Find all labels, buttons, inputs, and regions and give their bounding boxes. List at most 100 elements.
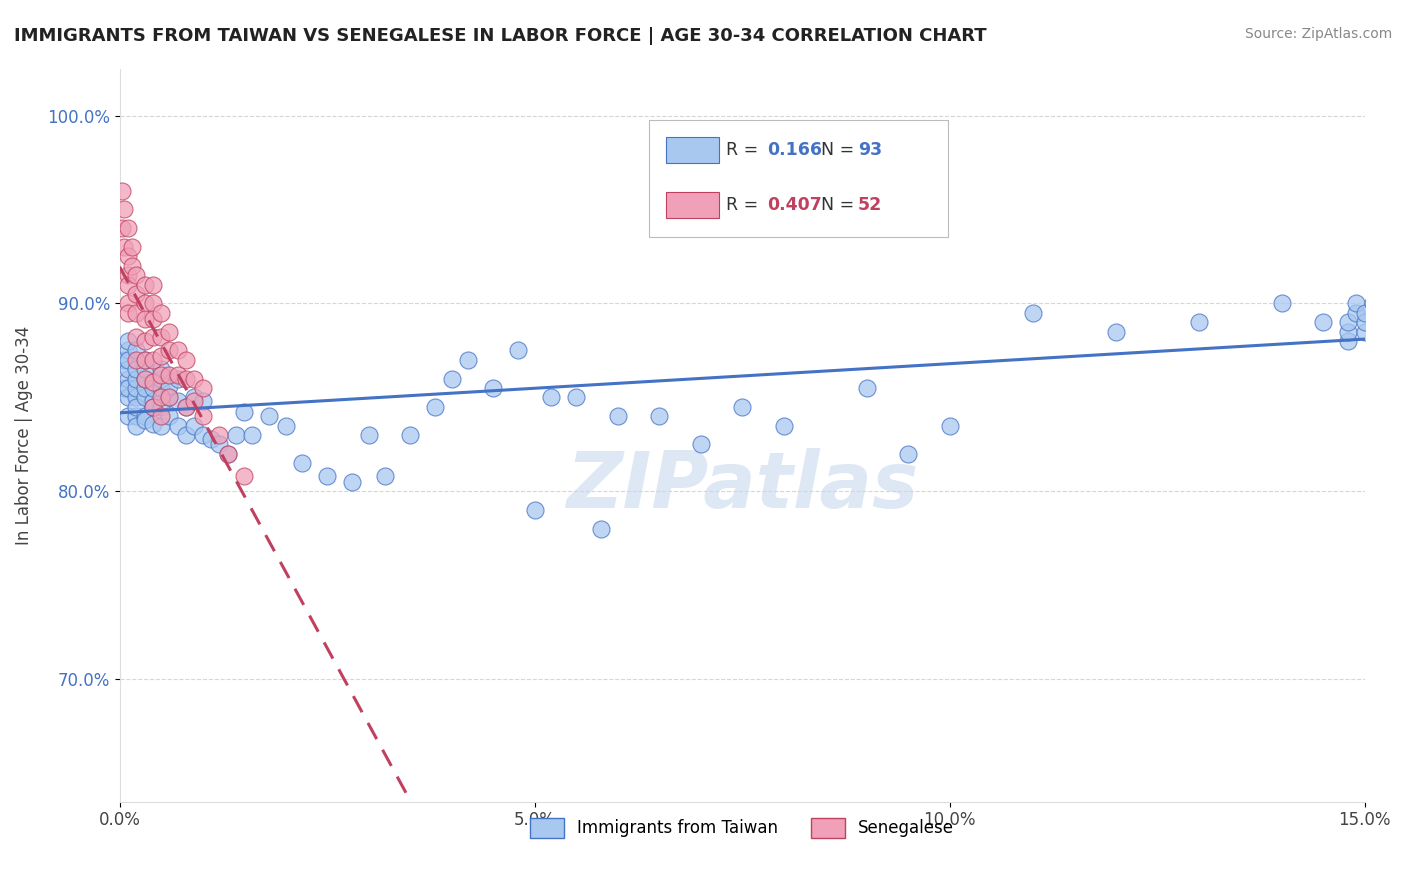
Point bbox=[242, 428, 264, 442]
Point bbox=[225, 428, 247, 442]
Point bbox=[111, 184, 134, 198]
Point bbox=[1022, 306, 1045, 320]
Y-axis label: In Labor Force | Age 30-34: In Labor Force | Age 30-34 bbox=[15, 326, 32, 545]
Point bbox=[134, 296, 156, 310]
Point bbox=[457, 352, 479, 367]
Point bbox=[257, 409, 280, 424]
Point bbox=[166, 418, 188, 433]
Point bbox=[191, 381, 214, 395]
Point bbox=[174, 352, 197, 367]
Point bbox=[374, 469, 396, 483]
Point bbox=[938, 418, 960, 433]
Point bbox=[134, 381, 156, 395]
Point bbox=[648, 409, 671, 424]
Point bbox=[125, 362, 148, 376]
Point bbox=[112, 240, 135, 254]
Point bbox=[117, 372, 139, 386]
Point bbox=[183, 391, 205, 405]
Point bbox=[166, 343, 188, 358]
Point bbox=[174, 400, 197, 414]
Point bbox=[191, 428, 214, 442]
Point bbox=[121, 259, 143, 273]
Point bbox=[174, 428, 197, 442]
Text: 0.166: 0.166 bbox=[768, 141, 823, 159]
Text: R =: R = bbox=[725, 141, 763, 159]
Point bbox=[112, 352, 135, 367]
Point bbox=[217, 447, 239, 461]
Point bbox=[1354, 325, 1376, 339]
Point bbox=[112, 202, 135, 217]
Point bbox=[217, 447, 239, 461]
Point bbox=[117, 277, 139, 292]
Point bbox=[142, 417, 165, 431]
Point bbox=[440, 372, 463, 386]
FancyBboxPatch shape bbox=[666, 192, 718, 218]
Point bbox=[117, 268, 139, 283]
Point bbox=[157, 409, 180, 424]
Point bbox=[134, 409, 156, 424]
Point bbox=[233, 405, 256, 419]
Point bbox=[125, 343, 148, 358]
Point bbox=[166, 368, 188, 382]
Point bbox=[157, 391, 180, 405]
Point bbox=[506, 343, 529, 358]
Point bbox=[589, 522, 612, 536]
Point bbox=[125, 330, 148, 344]
Point bbox=[112, 381, 135, 395]
Point bbox=[117, 306, 139, 320]
Point bbox=[523, 503, 546, 517]
Point bbox=[134, 311, 156, 326]
Point bbox=[1337, 334, 1360, 348]
Point bbox=[183, 394, 205, 409]
Point bbox=[142, 381, 165, 395]
Point bbox=[399, 428, 422, 442]
Point bbox=[274, 418, 297, 433]
Point bbox=[166, 372, 188, 386]
Point bbox=[150, 306, 173, 320]
Text: Source: ZipAtlas.com: Source: ZipAtlas.com bbox=[1244, 27, 1392, 41]
Point bbox=[855, 381, 877, 395]
Point bbox=[125, 287, 148, 301]
Point bbox=[142, 352, 165, 367]
Point bbox=[191, 409, 214, 424]
Text: 0.407: 0.407 bbox=[768, 196, 823, 214]
Point bbox=[150, 381, 173, 395]
Point bbox=[1337, 325, 1360, 339]
Point bbox=[142, 277, 165, 292]
Point bbox=[117, 352, 139, 367]
Point bbox=[1354, 315, 1376, 329]
Point bbox=[150, 391, 173, 405]
Point bbox=[482, 381, 505, 395]
Point bbox=[150, 372, 173, 386]
Point bbox=[150, 418, 173, 433]
Point bbox=[134, 362, 156, 376]
Point bbox=[142, 330, 165, 344]
Point bbox=[340, 475, 363, 489]
Point bbox=[125, 409, 148, 424]
Point bbox=[1395, 287, 1406, 301]
Point bbox=[134, 352, 156, 367]
Point bbox=[117, 409, 139, 424]
Text: R =: R = bbox=[725, 196, 763, 214]
Point bbox=[208, 437, 231, 451]
Point bbox=[1346, 296, 1368, 310]
Point bbox=[1362, 296, 1385, 310]
FancyBboxPatch shape bbox=[666, 136, 718, 163]
Point bbox=[134, 352, 156, 367]
Point bbox=[142, 400, 165, 414]
Point bbox=[150, 368, 173, 382]
Point bbox=[150, 349, 173, 363]
Point bbox=[117, 334, 139, 348]
Point bbox=[540, 391, 562, 405]
Point bbox=[565, 391, 588, 405]
Point bbox=[117, 296, 139, 310]
Point bbox=[1369, 306, 1392, 320]
Point bbox=[689, 437, 711, 451]
Point bbox=[125, 268, 148, 283]
Point bbox=[142, 311, 165, 326]
Point bbox=[150, 400, 173, 414]
Point bbox=[606, 409, 628, 424]
Point bbox=[157, 368, 180, 382]
Point bbox=[150, 409, 173, 424]
Point bbox=[208, 428, 231, 442]
